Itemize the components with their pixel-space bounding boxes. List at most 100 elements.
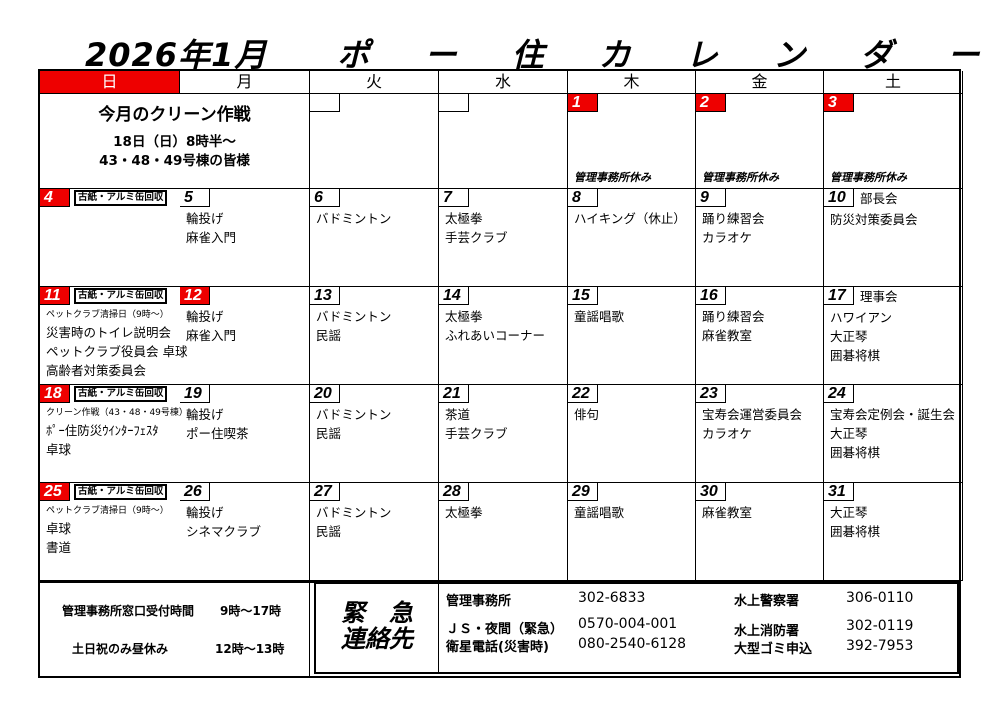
day-number: 11 bbox=[40, 287, 70, 305]
day-header: 10 部長会 bbox=[824, 189, 962, 208]
event-list: 俳句 bbox=[568, 403, 695, 424]
day-header bbox=[439, 94, 567, 112]
day-cell: 1 管理事務所休み bbox=[568, 94, 696, 189]
event: 踊り練習会 bbox=[702, 211, 765, 226]
weekday-header: 木 bbox=[568, 71, 696, 94]
clean-line: 18日（日）8時半～ bbox=[113, 134, 236, 150]
day-cell: 26 輪投げ シネマクラブ bbox=[180, 483, 310, 581]
day-number bbox=[310, 94, 340, 112]
event: 手芸クラブ bbox=[445, 230, 508, 245]
day-number: 21 bbox=[439, 385, 469, 403]
day-number: 6 bbox=[310, 189, 340, 207]
event: 麻雀教室 bbox=[702, 328, 753, 343]
day-cell: 14 太極拳ふれあいコーナー bbox=[439, 287, 568, 385]
day-cell: 28 太極拳 bbox=[439, 483, 568, 581]
event: 太極拳 bbox=[445, 309, 483, 324]
day-cell: 15 童謡唱歌 bbox=[568, 287, 696, 385]
day-header: 3 bbox=[824, 94, 962, 112]
day-number: 2 bbox=[696, 94, 726, 112]
event-list: 茶道 手芸クラブ bbox=[439, 403, 567, 443]
event: ポー住喫茶 bbox=[186, 426, 249, 441]
day-cell: 7 太極拳 手芸クラブ bbox=[439, 189, 568, 287]
day-header: 14 bbox=[439, 287, 567, 305]
event: カラオケ bbox=[702, 426, 753, 441]
event: 手芸クラブ bbox=[445, 426, 508, 441]
contact-name: 管理事務所 bbox=[446, 594, 512, 609]
event: 輪投げ bbox=[186, 407, 224, 422]
day-header: 16 bbox=[696, 287, 823, 305]
event: 民謡 bbox=[316, 328, 342, 343]
day-number: 30 bbox=[696, 483, 726, 501]
event: ふれあいコーナー bbox=[445, 328, 546, 343]
office-closed-note: 管理事務所休み bbox=[702, 171, 779, 184]
day-cell: 16 踊り練習会 麻雀教室 bbox=[696, 287, 824, 385]
collection-badge: 古紙・アルミ缶回収 bbox=[74, 288, 168, 304]
event-list: バドミントン bbox=[310, 207, 438, 228]
event: 民謡 bbox=[316, 524, 342, 539]
event-list: ハワイアン 大正琴 囲碁将棋 bbox=[824, 306, 962, 365]
title-name: ポ ー 住 カ レ ン ダ ー bbox=[337, 36, 1000, 74]
day-cell: 12 輪投げ 麻雀入門 bbox=[180, 287, 310, 385]
event: 大正琴 bbox=[830, 505, 868, 520]
contact-name: ＪＳ・夜間（緊急） bbox=[446, 622, 564, 637]
day-number: 10 bbox=[824, 189, 854, 207]
weekday-header: 火 bbox=[310, 71, 439, 94]
event-list: 輪投げ 麻雀入門 bbox=[180, 305, 309, 345]
event: ペットクラブ役員会 卓球 bbox=[46, 344, 188, 359]
day-number: 3 bbox=[824, 94, 854, 112]
day-header: 5 bbox=[180, 189, 309, 207]
event-list: 宝寿会定例会・誕生会 大正琴 囲碁将棋 bbox=[824, 403, 962, 462]
day-header: 24 bbox=[824, 385, 962, 403]
day-header: 9 bbox=[696, 189, 823, 207]
day-header: 18 古紙・アルミ缶回収 bbox=[40, 385, 180, 403]
day-header: 20 bbox=[310, 385, 438, 403]
title-month: 2026年1月 bbox=[85, 36, 268, 74]
day-header: 31 bbox=[824, 483, 962, 501]
day-header: 26 bbox=[180, 483, 309, 501]
lunch-value: 12時～13時 bbox=[215, 642, 285, 656]
event-list: バドミントン 民謡 bbox=[310, 501, 438, 541]
day-header: 6 bbox=[310, 189, 438, 207]
event: 麻雀入門 bbox=[186, 328, 237, 343]
event: バドミントン bbox=[316, 309, 392, 324]
event: 大正琴 bbox=[830, 426, 868, 441]
contact-number: 306-0110 bbox=[846, 590, 914, 606]
event: 宝寿会運営委員会 bbox=[702, 407, 803, 422]
event: 茶道 bbox=[445, 407, 471, 422]
day-header: 19 bbox=[180, 385, 309, 403]
event-list: 防災対策委員会 bbox=[824, 208, 962, 229]
emergency-title-2: 連絡先 bbox=[341, 625, 413, 653]
day-cell: 30 麻雀教室 bbox=[696, 483, 824, 581]
day-cell: 6 バドミントン bbox=[310, 189, 439, 287]
event-list: 踊り練習会 カラオケ bbox=[696, 207, 823, 247]
day-number: 26 bbox=[180, 483, 210, 501]
day-number bbox=[439, 94, 469, 112]
event: バドミントン bbox=[316, 505, 392, 520]
day-cell: 27 バドミントン 民謡 bbox=[310, 483, 439, 581]
event: ハワイアン bbox=[830, 310, 893, 325]
day-header: 30 bbox=[696, 483, 823, 501]
day-number: 20 bbox=[310, 385, 340, 403]
day-cell: 3 管理事務所休み bbox=[824, 94, 963, 189]
event: ペットクラブ清掃日（9時～） bbox=[46, 310, 169, 320]
day-header: 1 bbox=[568, 94, 695, 112]
day-number: 8 bbox=[568, 189, 598, 207]
emergency-title: 緊 急連絡先 bbox=[316, 584, 439, 672]
day-number: 22 bbox=[568, 385, 598, 403]
contact-number: 302-0119 bbox=[846, 618, 914, 634]
day-number: 15 bbox=[568, 287, 598, 305]
calendar-grid: 日月火水木金土今月のクリーン作戦 18日（日）8時半～ 43・48・49号棟の皆様 1… bbox=[38, 69, 963, 583]
weekday-header: 金 bbox=[696, 71, 824, 94]
event-list: バドミントン 民謡 bbox=[310, 305, 438, 345]
event: 卓球 bbox=[46, 521, 72, 536]
contact-name: 水上消防署 bbox=[734, 624, 800, 639]
day-number: 24 bbox=[824, 385, 854, 403]
weekday-header: 土 bbox=[824, 71, 963, 94]
day-number: 9 bbox=[696, 189, 726, 207]
event-list bbox=[824, 112, 962, 114]
day-number: 14 bbox=[439, 287, 469, 305]
day-header: 15 bbox=[568, 287, 695, 305]
day-number: 23 bbox=[696, 385, 726, 403]
day-cell: 2 管理事務所休み bbox=[696, 94, 824, 189]
day-header: 11 古紙・アルミ缶回収 bbox=[40, 287, 180, 305]
